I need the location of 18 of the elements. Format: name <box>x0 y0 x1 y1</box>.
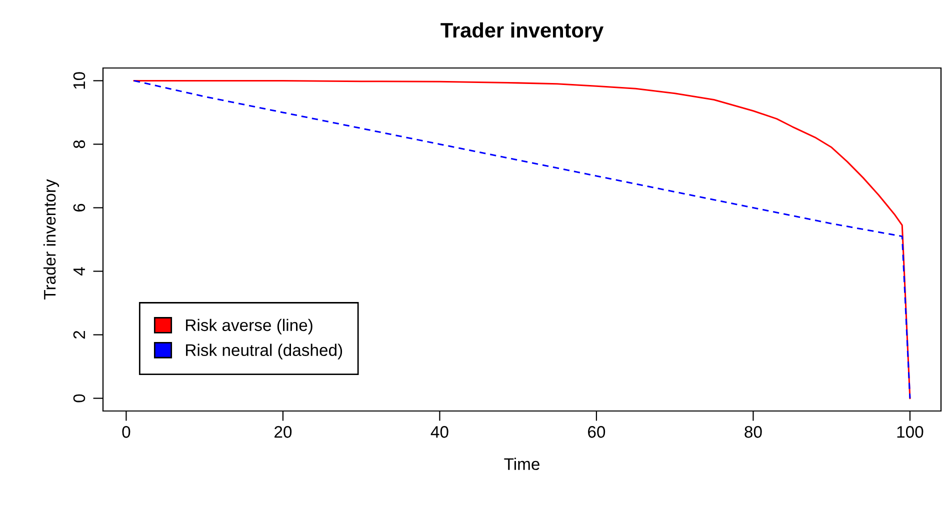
y-tick-label: 2 <box>73 330 85 339</box>
y-tick-label: 4 <box>73 267 85 276</box>
y-tick-label: 10 <box>73 72 86 89</box>
x-tick-label: 100 <box>897 426 924 438</box>
y-tick-label: 6 <box>73 204 86 212</box>
x-tick-label: 20 <box>274 426 292 438</box>
legend-label: Risk neutral (dashed) <box>186 344 342 360</box>
y-tick-label: 8 <box>73 140 86 148</box>
x-axis-title: Time <box>504 458 540 470</box>
chart-title: Trader inventory <box>440 22 604 42</box>
x-tick-label: 0 <box>122 426 130 438</box>
x-tick-label: 80 <box>744 426 762 438</box>
x-tick-label: 40 <box>430 426 448 438</box>
y-axis-title: Trader inventory <box>43 179 59 300</box>
x-tick-label: 60 <box>588 426 606 438</box>
line-series <box>133 80 911 400</box>
legend-label: Risk averse (line) <box>186 318 312 334</box>
y-tick-label: 0 <box>73 394 86 402</box>
